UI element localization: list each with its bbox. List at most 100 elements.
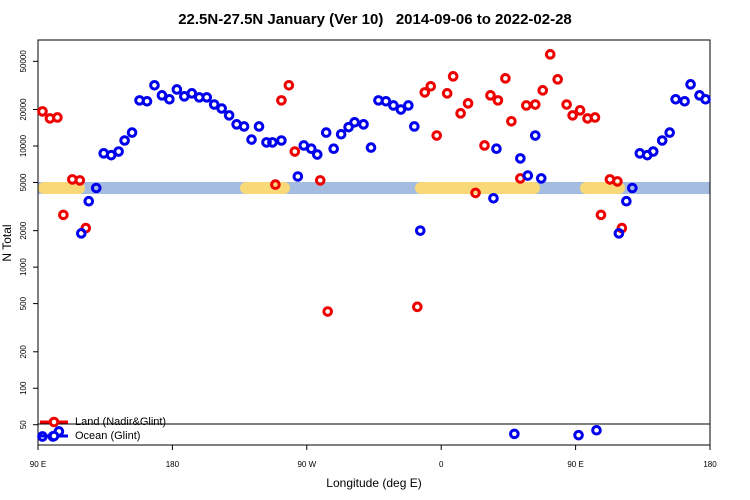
point: [455, 108, 466, 119]
x-tick-label: 180: [703, 460, 717, 469]
legend-marker: [48, 416, 60, 428]
point: [627, 182, 638, 194]
land-band: [38, 182, 85, 194]
point: [83, 195, 95, 207]
point: [201, 92, 213, 103]
point: [419, 87, 431, 98]
point: [431, 130, 443, 141]
point: [441, 88, 453, 99]
point: [506, 115, 517, 127]
point: [700, 93, 711, 105]
point: [522, 170, 534, 181]
point: [567, 110, 578, 121]
point: [238, 121, 250, 132]
x-tick-label: 90 W: [297, 460, 316, 469]
point: [647, 146, 659, 157]
legend-label: Land (Nadir&Glint): [75, 416, 166, 428]
y-tick-label: 2000: [19, 221, 28, 239]
point: [126, 127, 138, 138]
point: [74, 175, 86, 186]
point: [552, 74, 563, 85]
point: [365, 142, 377, 153]
point: [270, 179, 281, 190]
point: [314, 175, 326, 186]
point: [425, 81, 437, 92]
y-tick-label: 500: [19, 296, 28, 310]
point: [574, 105, 586, 116]
point: [380, 95, 392, 107]
point: [491, 143, 502, 154]
plot-frame: [37, 39, 711, 446]
point: [621, 195, 632, 207]
point: [409, 121, 420, 132]
point: [612, 176, 623, 187]
point: [529, 130, 541, 141]
x-tick-label: 90 E: [567, 460, 583, 469]
point: [113, 146, 124, 157]
point: [509, 428, 520, 440]
point: [679, 95, 690, 107]
y-tick-label: 100: [19, 381, 28, 395]
y-tick-label: 10000: [19, 134, 28, 157]
point: [343, 121, 354, 133]
point: [186, 88, 198, 99]
point: [349, 116, 360, 128]
point: [561, 99, 572, 110]
y-tick-label: 50: [19, 420, 28, 429]
point: [500, 73, 511, 84]
point: [589, 112, 601, 123]
y-axis-label: N Total: [0, 224, 14, 261]
point: [320, 127, 332, 138]
point: [529, 99, 541, 110]
point: [388, 100, 399, 111]
point: [656, 135, 668, 146]
point: [664, 127, 675, 138]
point: [289, 146, 301, 157]
chart-title: 22.5N-27.5N January (Ver 10) 2014-09-06 …: [178, 11, 572, 28]
point: [292, 171, 304, 182]
point: [447, 71, 459, 82]
point: [521, 100, 532, 111]
point: [537, 85, 549, 96]
point: [261, 137, 272, 148]
point: [164, 93, 175, 105]
y-tick-label: 5000: [19, 173, 28, 191]
point: [37, 106, 48, 117]
point: [90, 182, 102, 194]
point: [470, 187, 481, 199]
y-tick-label: 20000: [19, 98, 28, 121]
point: [156, 90, 168, 101]
point: [335, 128, 347, 140]
point: [515, 153, 526, 164]
point: [595, 209, 607, 221]
point: [403, 100, 414, 111]
point: [591, 424, 602, 436]
point: [328, 143, 339, 154]
point: [267, 137, 278, 148]
y-tick-label: 200: [19, 345, 28, 359]
point: [58, 209, 69, 221]
land-band: [240, 182, 290, 194]
legend-label: Ocean (Glint): [75, 430, 140, 442]
point: [485, 90, 496, 101]
point: [216, 103, 227, 114]
point: [535, 173, 547, 184]
point: [573, 429, 584, 441]
y-tick-label: 50000: [19, 50, 28, 73]
point: [412, 301, 423, 313]
point: [488, 192, 499, 204]
point: [685, 79, 696, 90]
point: [462, 98, 474, 109]
point: [492, 95, 504, 106]
point: [322, 306, 334, 317]
point: [305, 143, 317, 154]
point: [670, 93, 681, 105]
point: [544, 49, 556, 60]
point: [149, 80, 160, 91]
point: [253, 121, 265, 132]
x-tick-label: 90 E: [30, 460, 46, 469]
point: [76, 228, 87, 239]
point: [358, 119, 369, 130]
